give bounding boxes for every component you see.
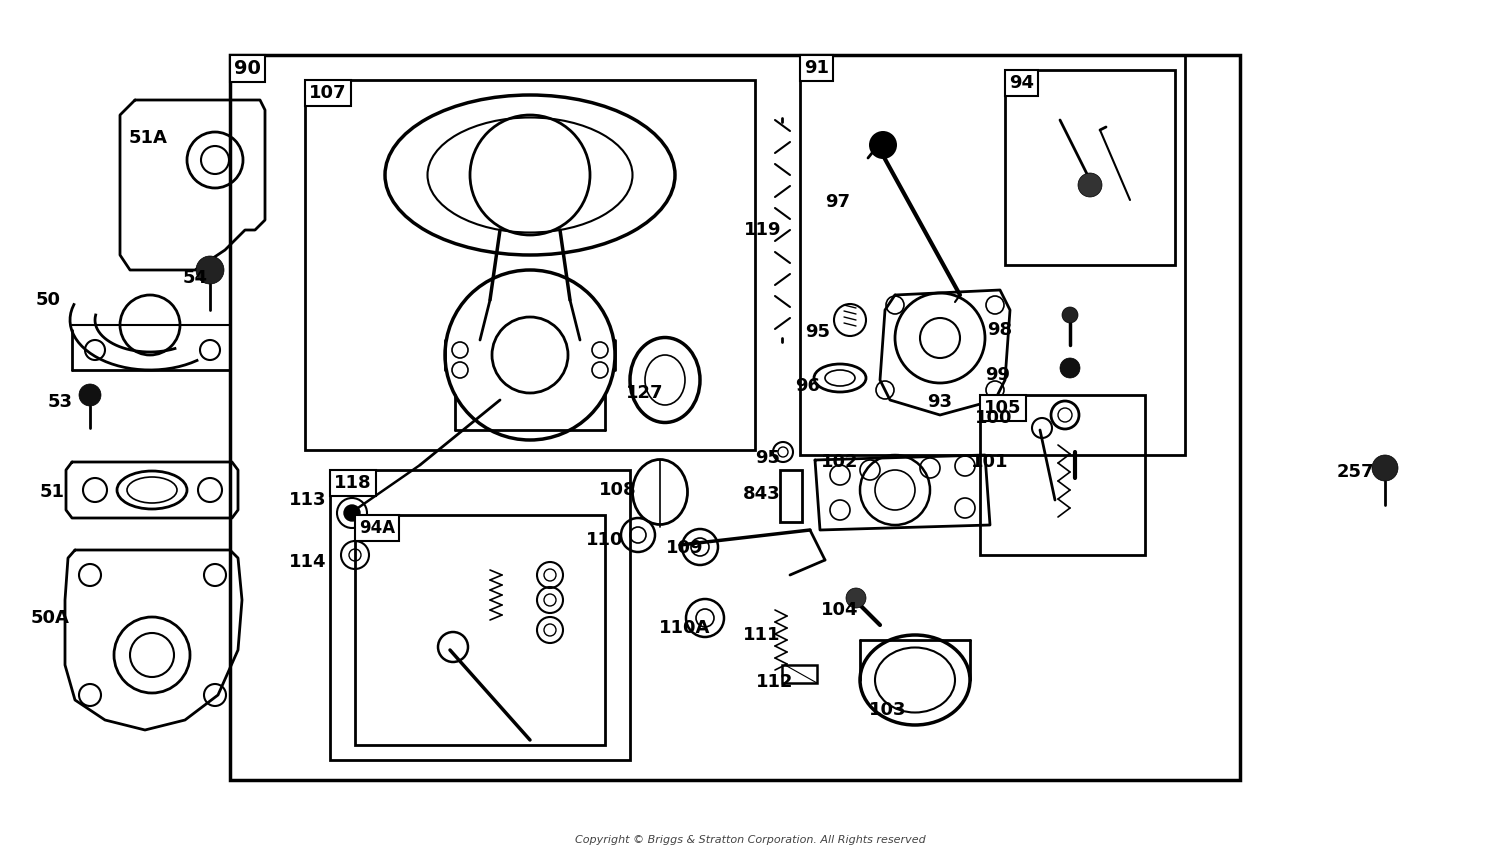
Text: 97: 97 — [825, 193, 850, 211]
Text: 100: 100 — [975, 409, 1012, 427]
Text: 90: 90 — [234, 59, 261, 78]
Text: 103: 103 — [870, 701, 906, 719]
Text: 95: 95 — [806, 323, 831, 341]
Text: 50: 50 — [36, 291, 60, 309]
Text: Copyright © Briggs & Stratton Corporation. All Rights reserved: Copyright © Briggs & Stratton Corporatio… — [574, 835, 926, 845]
Circle shape — [1062, 307, 1078, 323]
Text: 53: 53 — [48, 393, 72, 411]
Text: 95: 95 — [756, 449, 780, 467]
Circle shape — [196, 256, 223, 284]
Circle shape — [1060, 358, 1080, 378]
Text: 111: 111 — [744, 626, 780, 644]
Text: 101: 101 — [972, 453, 1008, 471]
Text: 114: 114 — [290, 553, 327, 571]
Text: 112: 112 — [756, 673, 794, 691]
Text: 119: 119 — [744, 221, 782, 239]
Circle shape — [80, 384, 100, 406]
Text: 257: 257 — [1336, 463, 1374, 481]
Text: 51: 51 — [39, 483, 64, 501]
Text: 843: 843 — [742, 485, 782, 503]
Text: 113: 113 — [290, 491, 327, 509]
Text: 54: 54 — [183, 269, 207, 287]
Text: 104: 104 — [822, 601, 858, 619]
Text: 96: 96 — [795, 377, 820, 395]
Circle shape — [1078, 173, 1102, 197]
Text: 110A: 110A — [660, 619, 711, 637]
Circle shape — [868, 131, 897, 159]
Circle shape — [846, 588, 865, 608]
Circle shape — [1372, 455, 1398, 481]
Text: 118: 118 — [334, 474, 372, 492]
Bar — [1005, 70, 1174, 265]
Circle shape — [344, 505, 360, 521]
Bar — [304, 80, 754, 450]
Text: 110: 110 — [586, 531, 624, 549]
Bar — [980, 395, 1144, 555]
Bar — [782, 665, 818, 683]
Text: 99: 99 — [986, 366, 1011, 384]
Text: 105: 105 — [984, 399, 1022, 417]
Bar — [230, 55, 1240, 780]
Text: 93: 93 — [927, 393, 952, 411]
Text: 94A: 94A — [358, 519, 394, 537]
Text: 102: 102 — [822, 453, 858, 471]
Text: 107: 107 — [309, 84, 347, 102]
Text: 91: 91 — [804, 59, 830, 77]
Text: 50A: 50A — [30, 609, 69, 627]
Text: 98: 98 — [987, 321, 1012, 339]
Text: 108: 108 — [598, 481, 638, 499]
Text: 94: 94 — [1010, 74, 1034, 92]
Bar — [356, 515, 604, 745]
Text: 127: 127 — [627, 384, 663, 402]
Bar — [780, 470, 802, 522]
Bar — [330, 470, 630, 760]
Text: 51A: 51A — [129, 129, 168, 147]
Bar — [800, 55, 1185, 455]
Text: 109: 109 — [666, 539, 704, 557]
